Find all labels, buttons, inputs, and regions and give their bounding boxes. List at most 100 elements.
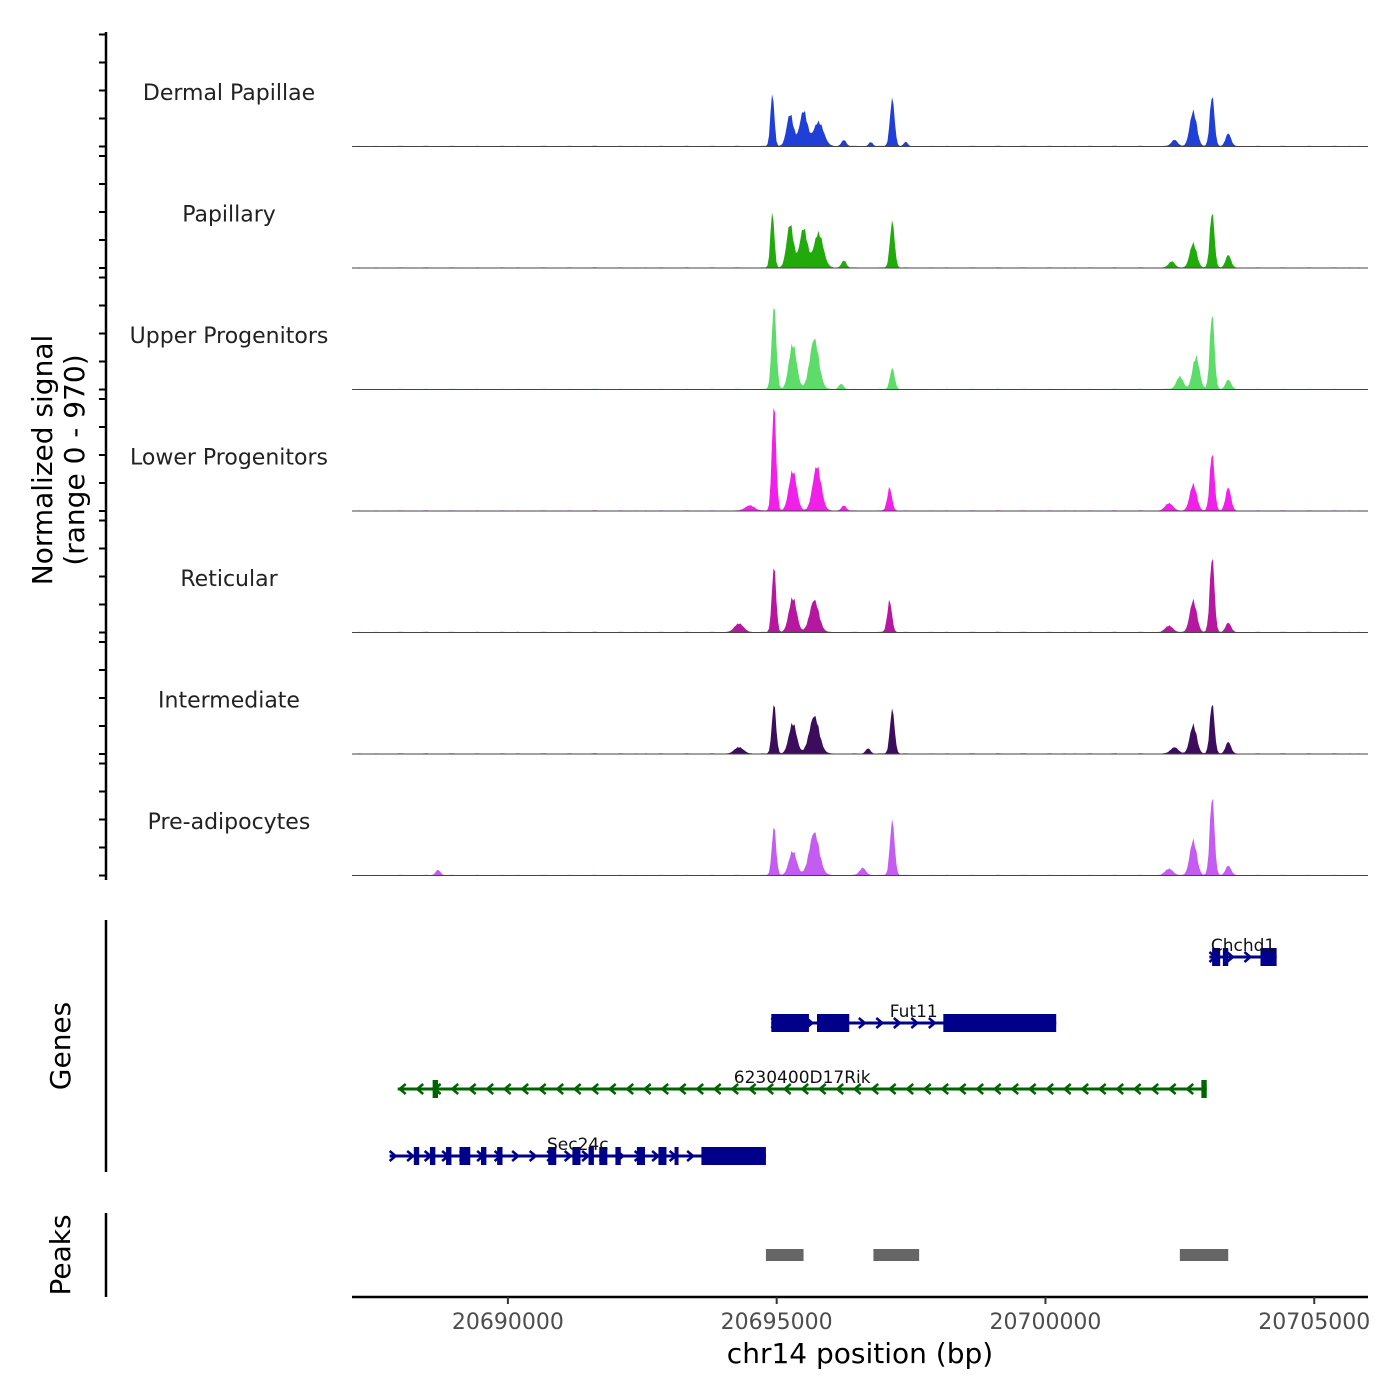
strand-arrow <box>1185 1083 1194 1095</box>
gene-exon <box>548 1147 557 1165</box>
x-tick-label: 20695000 <box>721 1310 833 1335</box>
strand-arrow <box>607 1083 617 1095</box>
strand-arrow <box>957 1083 967 1095</box>
strand-arrow <box>555 1083 564 1095</box>
track-label: Pre-adipocytes <box>148 810 311 835</box>
gene-exon <box>481 1147 487 1165</box>
strand-arrow <box>1226 951 1235 963</box>
track-label: Intermediate <box>158 689 300 714</box>
gene-exon <box>413 1147 420 1165</box>
strand-arrow <box>817 1083 827 1095</box>
strand-arrow <box>686 1150 696 1162</box>
track-label: Dermal Papillae <box>143 81 315 106</box>
peaks-panel <box>104 1213 1229 1297</box>
track-4: Lower Progenitors <box>99 398 1368 512</box>
gene-exon <box>1222 948 1229 966</box>
signal-tracks: Dermal Papillae Papillary Upper Progenitor… <box>99 32 1368 880</box>
strand-arrow <box>730 1083 739 1095</box>
strand-arrow <box>1243 951 1253 963</box>
gene-exon <box>658 1147 667 1165</box>
strand-arrow <box>520 1083 529 1095</box>
y-axis-range: (range 0 - 970) <box>58 354 91 565</box>
strand-arrow <box>467 1083 477 1095</box>
strand-arrow <box>388 1150 398 1162</box>
gene-chchd1: Chchd1 <box>1208 936 1277 966</box>
gene-exon <box>446 1147 452 1165</box>
strand-arrow <box>660 1083 669 1095</box>
strand-arrow <box>905 1083 914 1095</box>
signal-area <box>352 307 1368 390</box>
strand-arrow <box>625 1083 634 1095</box>
gene-exon <box>497 1147 503 1165</box>
x-axis: 20690000 20695000 20700000 20705000 <box>352 1295 1370 1335</box>
track-label: Papillary <box>182 203 276 228</box>
peaks-axis-title: Peaks <box>44 1214 77 1295</box>
strand-arrow <box>415 1083 424 1095</box>
strand-arrow <box>835 1083 844 1095</box>
x-tick-label: 20705000 <box>1258 1310 1370 1335</box>
track-3: Upper Progenitors <box>99 276 1368 391</box>
gene-fut11: Fut11 <box>770 1002 1057 1032</box>
strand-arrow <box>406 1150 416 1162</box>
strand-arrow <box>695 1083 704 1095</box>
strand-arrow <box>1045 1083 1054 1095</box>
strand-arrow <box>677 1083 687 1095</box>
track-7: Pre-adipocytes <box>99 762 1368 877</box>
track-label: Lower Progenitors <box>130 446 328 471</box>
gene-exon <box>615 1147 621 1165</box>
gene-exon <box>816 1014 850 1032</box>
strand-arrow <box>537 1083 547 1095</box>
strand-arrow <box>1010 1083 1019 1095</box>
y-axis-title: Normalized signal <box>26 335 59 586</box>
track-6: Intermediate <box>99 641 1368 755</box>
strand-arrow <box>975 1083 984 1095</box>
strand-arrow <box>782 1083 792 1095</box>
strand-arrow <box>528 1150 538 1162</box>
track-5: Reticular <box>99 519 1368 634</box>
strand-arrow <box>712 1083 722 1095</box>
strand-arrow <box>642 1083 652 1095</box>
strand-arrow <box>450 1083 459 1095</box>
gene-exon <box>943 1014 1057 1032</box>
strand-arrow <box>922 1083 932 1095</box>
gene-exon <box>771 1014 809 1032</box>
strand-arrow <box>858 1017 867 1029</box>
signal-area <box>352 704 1368 754</box>
strand-arrow <box>581 1150 591 1162</box>
x-tick-label: 20700000 <box>989 1310 1101 1335</box>
peak-region <box>765 1249 804 1261</box>
gene-exon <box>429 1147 436 1165</box>
gene-exon <box>599 1147 608 1165</box>
strand-arrow <box>1150 1083 1159 1095</box>
genes-panel: Chchd1 Fut11 6230400D17Rik Sec24c <box>104 920 1277 1172</box>
x-tick-label: 20690000 <box>452 1310 564 1335</box>
axis-titles: Normalized signal (range 0 - 970) Genes … <box>26 335 993 1370</box>
signal-area <box>352 558 1368 633</box>
peak-region <box>873 1249 920 1261</box>
strand-arrow <box>1115 1083 1124 1095</box>
gene-exon <box>1212 948 1221 966</box>
strand-arrow <box>800 1083 809 1095</box>
gene-6230400d17rik: 6230400D17Rik <box>397 1068 1207 1098</box>
signal-area <box>352 798 1368 876</box>
gene-exon <box>1260 948 1277 966</box>
strand-arrow <box>1080 1083 1089 1095</box>
gene-exon <box>459 1147 471 1165</box>
track-label: Upper Progenitors <box>130 324 329 349</box>
gene-name-label: 6230400D17Rik <box>734 1068 871 1088</box>
strand-arrow <box>765 1083 774 1095</box>
strand-arrow <box>747 1083 757 1095</box>
strand-arrow <box>1062 1083 1072 1095</box>
gene-exon <box>572 1147 581 1165</box>
gene-exon <box>701 1147 766 1165</box>
signal-area <box>352 407 1368 511</box>
strand-arrow <box>992 1083 1002 1095</box>
gene-sec24c: Sec24c <box>388 1135 766 1165</box>
gene-exon <box>674 1147 679 1165</box>
x-axis-title: chr14 position (bp) <box>727 1337 993 1370</box>
strand-arrow <box>563 1150 573 1162</box>
strand-arrow <box>928 1017 937 1029</box>
track-label: Reticular <box>180 567 278 592</box>
strand-arrow <box>1132 1083 1142 1095</box>
strand-arrow <box>590 1083 599 1095</box>
